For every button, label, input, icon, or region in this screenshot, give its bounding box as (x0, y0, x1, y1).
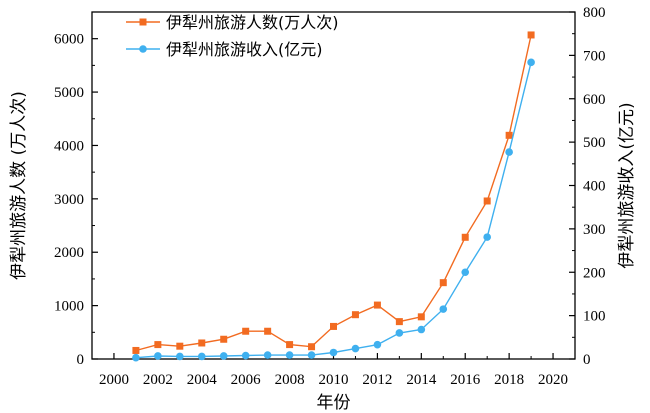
data-point-circle (154, 352, 162, 360)
data-point-circle (505, 148, 513, 156)
y-right-tick-label: 600 (583, 92, 606, 108)
legend-marker-circle (139, 45, 147, 53)
data-point-circle (417, 325, 426, 334)
y-left-tick-label: 5000 (54, 85, 84, 101)
series-line (135, 62, 532, 359)
data-point-square (286, 341, 294, 349)
legend-marker-square (139, 18, 147, 26)
y-left-tick-label: 0 (77, 352, 85, 368)
plot-frame (91, 11, 576, 360)
data-point-square (351, 311, 359, 319)
data-point-circle (241, 351, 250, 360)
data-point-square (330, 322, 337, 330)
data-point-circle (176, 352, 184, 361)
y-right-tick-label: 400 (583, 179, 606, 195)
data-point-circle (461, 268, 470, 277)
x-axis-title: 年份 (317, 393, 351, 413)
data-point-square (132, 346, 140, 354)
data-point-circle (307, 351, 316, 359)
data-point-circle (373, 340, 382, 349)
data-point-square (220, 335, 228, 343)
data-point-square (242, 327, 250, 335)
y-left-tick-label: 6000 (54, 32, 84, 48)
data-point-square (308, 343, 316, 351)
series-line (135, 34, 532, 352)
data-point-circle (263, 351, 272, 359)
data-point-square (439, 279, 447, 287)
data-point-circle (351, 344, 360, 353)
data-point-circle (395, 329, 404, 337)
y-axis-right-title: 伊犁州旅游收入(亿元) (617, 102, 637, 268)
data-point-square (264, 327, 272, 335)
y-axis-left-title: 伊犁州旅游人数 (万人次) (9, 91, 29, 280)
ticks-group: 2000 2002 2004 2006 2008 2010 2012 2014 2016 2018… (54, 5, 606, 388)
data-point-circle (483, 233, 491, 241)
y-left-tick-label: 2000 (54, 245, 84, 261)
y-right-tick-label: 200 (583, 265, 606, 281)
x-tick-label: 2002 (143, 372, 173, 388)
x-tick-label: 2000 (99, 372, 129, 388)
legend-label: 伊犁州旅游收入(亿元) (166, 40, 323, 59)
x-tick-label: 2020 (538, 372, 568, 388)
data-point-circle (197, 352, 206, 361)
y-left-tick-label: 3000 (54, 192, 84, 208)
x-tick-label: 2006 (231, 372, 262, 388)
legend-label: 伊犁州旅游人数(万人次) (166, 13, 339, 32)
data-point-square (417, 313, 425, 321)
y-left-tick-label: 1000 (54, 299, 84, 315)
x-tick-label: 2012 (362, 372, 392, 388)
x-tick-label: 2010 (319, 372, 349, 388)
x-tick-label: 2016 (450, 372, 481, 388)
data-point-square (176, 342, 184, 350)
data-point-square (461, 233, 469, 241)
data-point-circle (439, 305, 448, 313)
y-right-tick-label: 300 (583, 222, 606, 238)
y-right-tick-label: 500 (583, 135, 606, 151)
data-point-circle (219, 352, 228, 360)
data-point-circle (329, 348, 338, 357)
y-right-tick-label: 100 (583, 309, 606, 325)
data-point-square (395, 318, 403, 326)
x-tick-label: 2014 (406, 372, 437, 388)
x-tick-label: 2008 (275, 372, 305, 388)
y-right-tick-label: 0 (583, 352, 591, 368)
data-point-square (198, 339, 206, 347)
x-tick-label: 2018 (494, 372, 524, 388)
y-right-tick-label: 800 (583, 5, 606, 21)
series-group (132, 31, 535, 362)
data-point-circle (132, 353, 140, 362)
data-point-square (483, 197, 491, 205)
x-tick-label: 2004 (187, 372, 218, 388)
data-point-circle (527, 58, 535, 67)
data-point-circle (285, 351, 294, 359)
series-2 (132, 58, 535, 362)
y-left-tick-label: 4000 (54, 138, 84, 154)
data-point-square (527, 31, 535, 39)
data-point-square (373, 301, 381, 309)
data-point-square (154, 341, 162, 349)
data-point-square (505, 131, 513, 139)
axes-group (91, 11, 576, 360)
legend: 伊犁州旅游人数(万人次) 伊犁州旅游收入(亿元) (126, 13, 339, 59)
y-right-tick-label: 700 (583, 48, 606, 64)
series-1 (132, 31, 535, 354)
